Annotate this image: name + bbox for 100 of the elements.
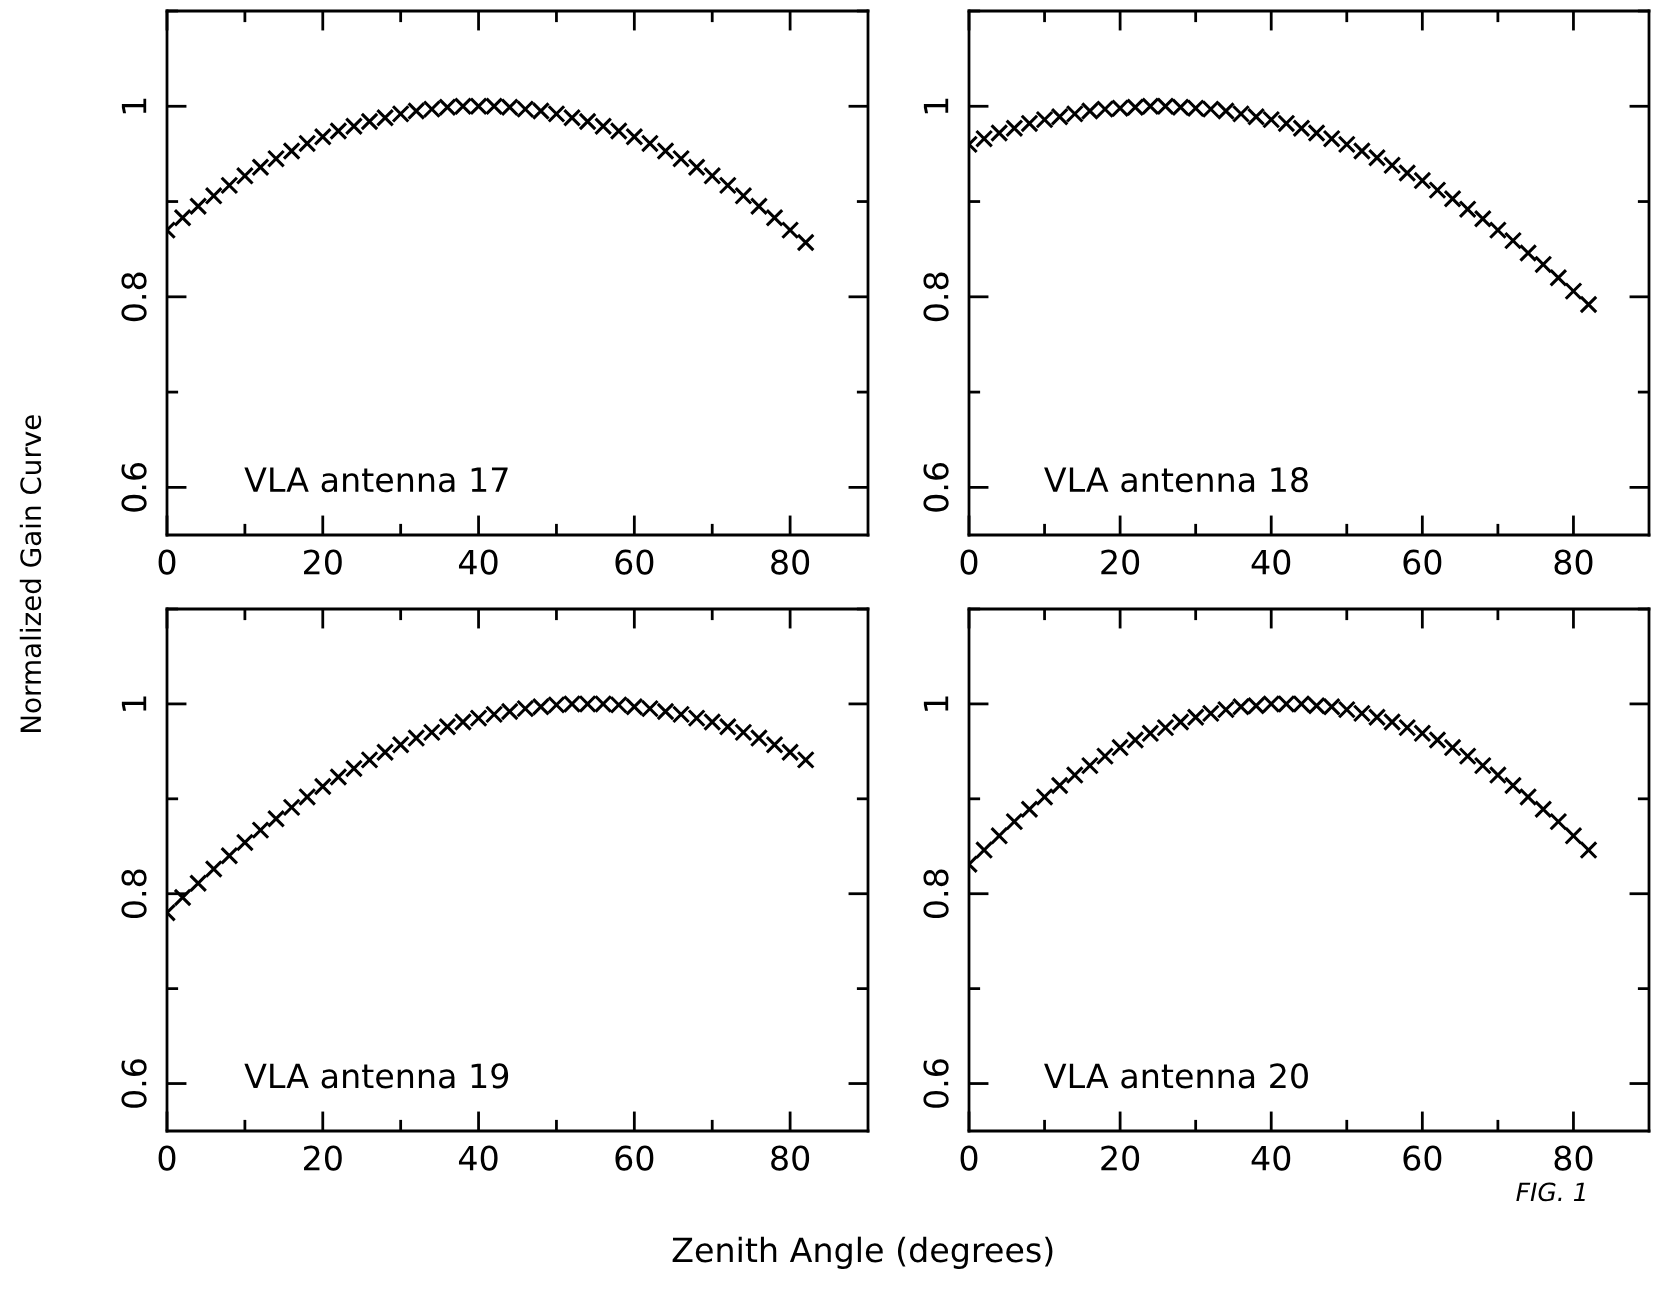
point xyxy=(1428,730,1447,750)
y-tick-label: 0.6 xyxy=(121,1059,147,1108)
y-tick-label: 1 xyxy=(121,696,147,711)
point xyxy=(1005,812,1024,831)
x-tick-label: 20 xyxy=(304,549,342,575)
point xyxy=(220,176,239,195)
point xyxy=(1443,738,1462,757)
point xyxy=(1035,787,1054,807)
point xyxy=(1458,200,1477,219)
point xyxy=(1126,730,1145,750)
x-tick-label: 80 xyxy=(1554,1145,1593,1171)
y-tick-label: 1 xyxy=(121,98,147,114)
point xyxy=(1534,255,1553,274)
x-tick-label: 60 xyxy=(615,549,654,575)
point xyxy=(1382,156,1402,175)
point xyxy=(1458,746,1477,766)
x-tick-label: 20 xyxy=(1101,1145,1140,1171)
point xyxy=(1141,724,1160,743)
point xyxy=(780,220,800,240)
point xyxy=(718,176,737,195)
point xyxy=(251,820,270,840)
point xyxy=(1549,812,1568,831)
point xyxy=(173,208,192,227)
x-tick-label: 20 xyxy=(304,1145,342,1171)
point xyxy=(1065,765,1084,785)
point xyxy=(1473,209,1492,228)
point xyxy=(780,743,800,762)
point xyxy=(313,127,332,146)
x-tick-label: 0 xyxy=(158,1145,176,1171)
point xyxy=(1518,787,1538,807)
point xyxy=(734,723,753,742)
point xyxy=(625,127,644,146)
point xyxy=(235,166,255,185)
point xyxy=(990,826,1009,845)
y-tick-label: 0.8 xyxy=(121,869,147,919)
point xyxy=(1488,220,1508,240)
y-tick-label: 0.8 xyxy=(923,272,949,322)
point xyxy=(1473,756,1492,775)
point xyxy=(1413,724,1432,743)
point xyxy=(1398,718,1417,737)
point xyxy=(204,186,223,205)
y-tick-label: 0.6 xyxy=(923,462,949,512)
point xyxy=(671,149,691,168)
annotation: VLA antenna 20 xyxy=(1044,1063,1308,1089)
x-tick-label: 80 xyxy=(1554,549,1593,575)
point xyxy=(1443,189,1462,208)
point xyxy=(266,149,286,168)
point xyxy=(1518,243,1538,263)
y-tick-label: 0.6 xyxy=(923,1059,949,1108)
point xyxy=(765,735,784,754)
point xyxy=(1020,800,1039,819)
point xyxy=(298,787,317,807)
x-tick-label: 0 xyxy=(158,549,176,575)
point xyxy=(329,767,348,787)
point xyxy=(974,840,994,860)
point xyxy=(360,750,379,770)
point xyxy=(173,888,192,907)
point xyxy=(1322,129,1341,148)
point xyxy=(235,833,255,852)
point xyxy=(1488,765,1508,785)
point xyxy=(407,728,426,748)
point xyxy=(1503,231,1523,250)
point xyxy=(640,134,660,153)
point xyxy=(765,208,784,227)
x-tick-label: 80 xyxy=(771,1145,810,1171)
point xyxy=(1095,746,1115,766)
point xyxy=(749,728,769,748)
point xyxy=(749,197,769,216)
point xyxy=(1579,840,1598,860)
point xyxy=(251,158,270,177)
point xyxy=(1156,718,1175,737)
point xyxy=(1352,141,1372,161)
y-tick-label: 0.8 xyxy=(923,869,949,919)
x-tick-label: 20 xyxy=(1101,549,1140,575)
point xyxy=(375,743,395,762)
point xyxy=(344,759,364,778)
point xyxy=(734,186,753,205)
point xyxy=(422,723,441,742)
caption: FIG. 1 xyxy=(1516,1182,1585,1202)
point xyxy=(204,859,223,879)
x-tick-label: 40 xyxy=(458,549,498,575)
x-tick-label: 60 xyxy=(1403,1145,1442,1171)
point xyxy=(1549,268,1568,287)
point xyxy=(391,735,410,754)
y-tick-label: 1 xyxy=(923,696,949,711)
point xyxy=(656,141,675,161)
point xyxy=(1110,738,1130,757)
point xyxy=(188,197,208,216)
point xyxy=(1367,148,1387,167)
x-tick-label: 40 xyxy=(458,1145,498,1171)
point xyxy=(1413,171,1432,190)
x-tick-label: 0 xyxy=(960,1145,978,1171)
annotation: VLA antenna 18 xyxy=(1044,467,1308,493)
point xyxy=(1337,135,1356,154)
point xyxy=(1398,163,1417,183)
x-tick-label: 80 xyxy=(771,549,810,575)
point xyxy=(1080,756,1100,775)
y-tick-label: 0.8 xyxy=(121,272,147,322)
point xyxy=(1503,776,1523,795)
point xyxy=(220,846,239,865)
